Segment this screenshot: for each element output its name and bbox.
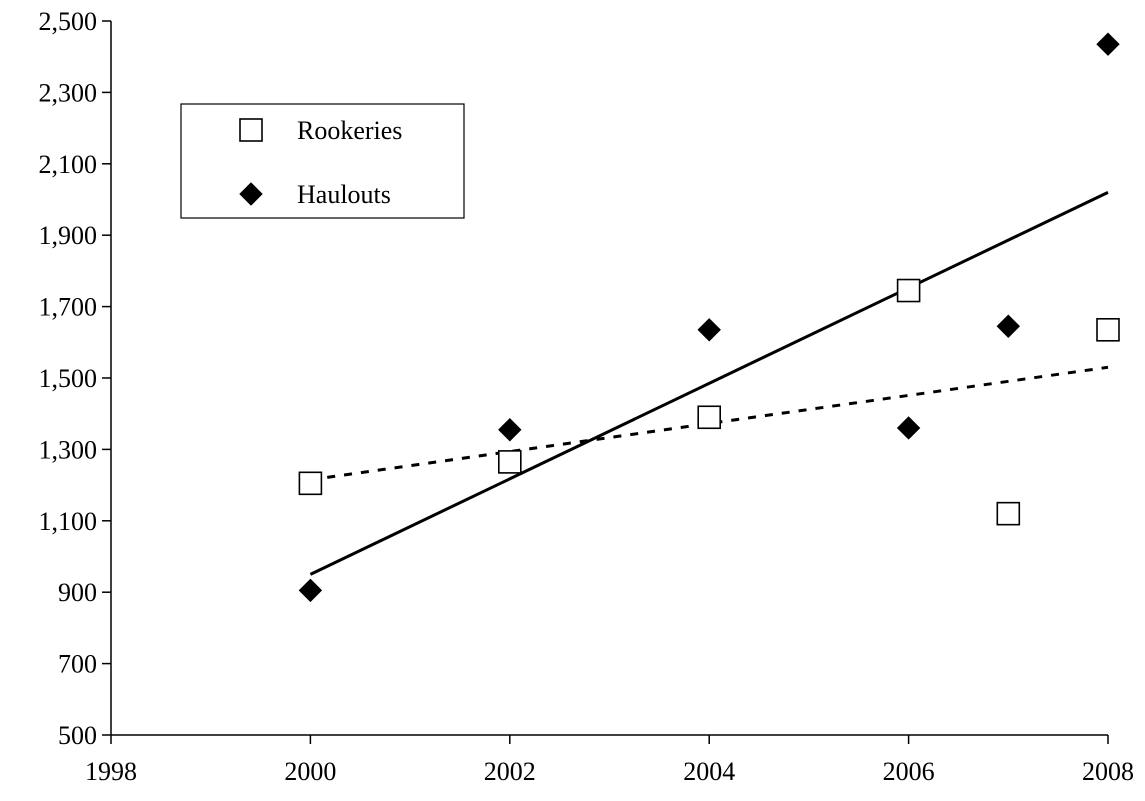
x-tick-label: 2004 (683, 757, 735, 786)
haulouts-data-point (498, 418, 522, 442)
y-tick-label: 500 (58, 721, 97, 750)
rookeries-data-point (298, 471, 323, 496)
x-tick-label: 2008 (1082, 757, 1134, 786)
rookeries-data-point (1096, 318, 1120, 342)
y-tick-label: 1,300 (39, 435, 98, 464)
legend-marker-haulouts (239, 182, 263, 206)
x-axis-ticks: 1998 2000 2002 2004 2006 2008 (85, 735, 1134, 786)
y-tick-label: 1,700 (39, 293, 98, 322)
haulouts-data-point (1096, 32, 1120, 56)
legend: Rookeries Haulouts (180, 103, 465, 219)
haulouts-data-point (896, 416, 921, 440)
y-tick-label: 2,300 (39, 78, 98, 107)
rookeries-data-point (896, 278, 921, 303)
data-points (298, 32, 1120, 603)
legend-box (180, 103, 465, 219)
rookeries-data-point (697, 405, 722, 430)
y-tick-label: 900 (58, 578, 97, 607)
haulouts-data-point (697, 318, 721, 342)
legend-marker-rookeries (239, 118, 263, 142)
y-tick-label: 2,100 (39, 150, 98, 179)
x-tick-label: 2002 (484, 757, 536, 786)
haulouts-data-point (996, 314, 1021, 338)
trend-lines (309, 191, 1109, 576)
x-tick-label: 2000 (284, 757, 336, 786)
y-axis-ticks: 500 700 900 1,100 1,300 1,500 1,700 1,900 2,100 2… (39, 7, 111, 750)
rookeries-data-point (996, 501, 1021, 526)
x-tick-label: 1998 (85, 757, 137, 786)
x-tick-label: 2006 (883, 757, 935, 786)
y-tick-label: 1,500 (39, 364, 98, 393)
y-tick-label: 700 (58, 650, 97, 679)
haulouts-data-point (298, 578, 323, 603)
y-tick-label: 1,900 (39, 221, 98, 250)
y-tick-label: 2,500 (39, 7, 98, 36)
rookeries-data-point (497, 450, 522, 474)
trend-line-haulouts (309, 191, 1109, 576)
legend-label-haulouts: Haulouts (297, 180, 391, 209)
y-tick-label: 1,100 (39, 507, 98, 536)
legend-label-rookeries: Rookeries (297, 116, 402, 145)
